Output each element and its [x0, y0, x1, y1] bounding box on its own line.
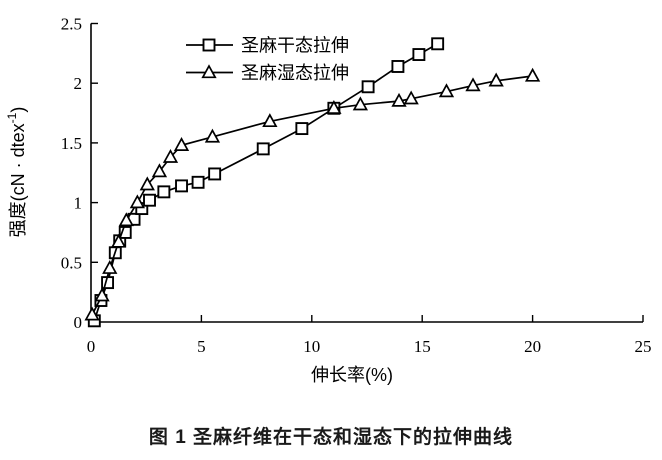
- x-tick-label: 0: [87, 337, 96, 356]
- wet-data-marker: [151, 163, 168, 178]
- tensile-curve-chart: 0 5 10 15 20 25 0 0.5 1 1.5 2 2.5 伸长率(%) 强度(cN · dtex…: [5, 15, 652, 386]
- legend-label-dry: 圣麻干态拉伸: [241, 36, 349, 56]
- dry-data-marker: [118, 225, 132, 239]
- wet-data-marker: [129, 194, 146, 209]
- wet-data-marker: [110, 233, 127, 248]
- legend-triangle-marker-icon: [201, 64, 217, 79]
- x-tick-label: 15: [414, 337, 431, 356]
- y-tick-label: 0.5: [61, 253, 82, 272]
- x-tick-label: 25: [635, 337, 652, 356]
- wet-data-marker: [118, 212, 134, 227]
- x-tick-label: 20: [524, 337, 541, 356]
- wet-data-marker: [139, 176, 155, 191]
- dry-data-marker: [412, 48, 426, 61]
- wet-data-marker: [162, 148, 179, 163]
- legend-label-wet: 圣麻湿态拉伸: [241, 63, 349, 83]
- wet-data-marker: [326, 100, 342, 114]
- wet-data-marker: [204, 128, 221, 143]
- dry-data-marker: [157, 185, 171, 199]
- y-tick-label: 2.5: [61, 15, 82, 34]
- wet-data-marker: [403, 90, 419, 105]
- wet-data-marker: [438, 83, 455, 98]
- dry-data-marker: [256, 142, 270, 156]
- dry-data-marker: [143, 193, 156, 207]
- wet-data-marker: [94, 287, 110, 302]
- wet-data-marker: [391, 92, 407, 107]
- wet-data-marker: [488, 72, 504, 87]
- dry-data-marker: [175, 179, 188, 193]
- y-tick-label: 1.5: [61, 134, 82, 153]
- legend-square-marker-icon: [202, 38, 216, 52]
- chart-area: 0 5 10 15 20 25 0 0.5 1 1.5 2 2.5 伸长率(%) 强度(cN · dtex…: [5, 15, 652, 386]
- dry-data-marker: [295, 122, 309, 136]
- figure-caption: 图 1 圣麻纤维在干态和湿态下的拉伸曲线: [148, 427, 514, 448]
- wet-data-marker: [173, 137, 190, 151]
- dry-data-marker: [391, 60, 405, 73]
- wet-data-marker: [262, 113, 278, 128]
- y-tick-label: 1: [74, 194, 83, 213]
- y-tick-label: 0: [74, 313, 83, 332]
- wet-data-marker: [465, 77, 481, 92]
- x-tick-label: 10: [303, 337, 320, 356]
- x-axis-title: 伸长率(%): [311, 365, 393, 385]
- dry-data-marker: [191, 175, 205, 189]
- wet-data-marker: [524, 67, 541, 82]
- x-tick-label: 5: [197, 337, 206, 356]
- y-tick-label: 2: [74, 74, 83, 93]
- dry-data-marker: [208, 167, 222, 181]
- wet-data-marker: [84, 306, 100, 321]
- y-axis-title: 强度(cN · dtex-1): [5, 107, 28, 238]
- dry-data-marker: [431, 37, 445, 51]
- wet-data-marker: [352, 96, 369, 111]
- wet-data-marker: [102, 260, 118, 274]
- dry-data-marker: [361, 80, 375, 94]
